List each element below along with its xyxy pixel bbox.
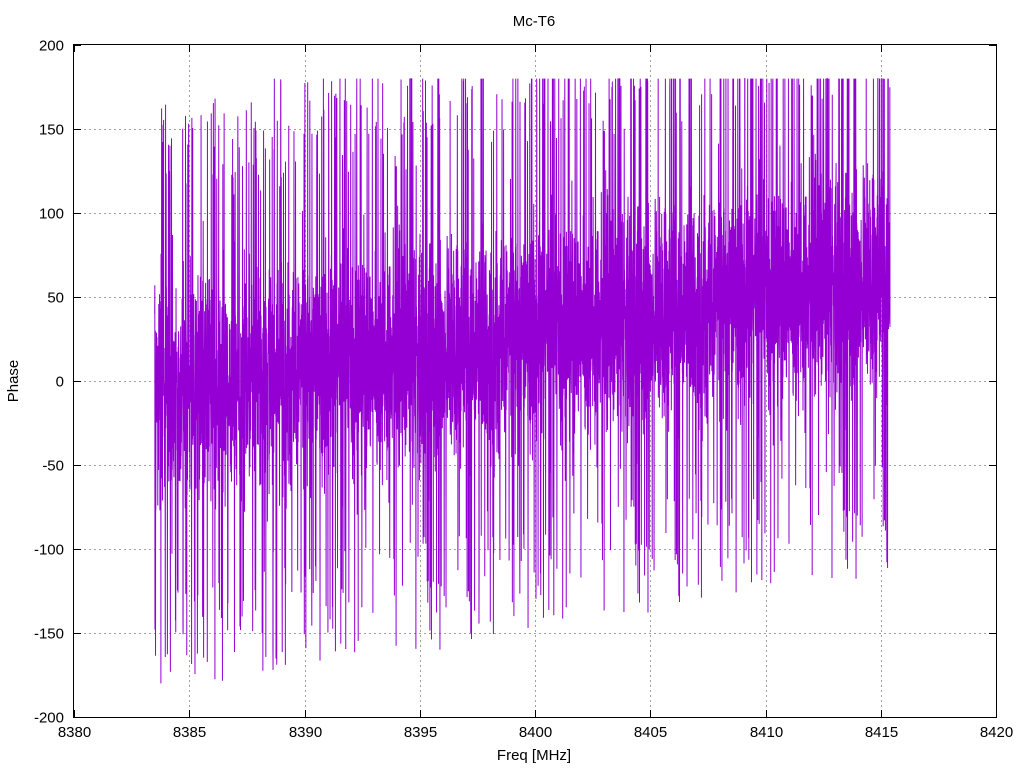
x-tick-label: 8410 bbox=[750, 724, 783, 741]
series-area bbox=[154, 78, 891, 684]
x-axis: 8380 8385 8390 8395 8400 8405 8410 8415 8420 bbox=[58, 45, 1013, 741]
x-axis-label: Freq [MHz] bbox=[497, 747, 571, 764]
y-tick-label: -200 bbox=[34, 710, 64, 727]
x-tick-label: 8385 bbox=[173, 724, 206, 741]
plot-frame bbox=[73, 44, 997, 718]
y-tick-label: -100 bbox=[34, 542, 64, 559]
x-tick-label: 8420 bbox=[980, 724, 1013, 741]
x-tick-label: 8395 bbox=[404, 724, 437, 741]
x-tick-label: 8405 bbox=[634, 724, 667, 741]
y-axis: -200 -150 -100 -50 0 50 100 150 200 bbox=[34, 38, 996, 727]
y-tick-label: 150 bbox=[39, 122, 64, 139]
y-axis-label: Phase bbox=[5, 360, 22, 403]
y-tick-label: 50 bbox=[47, 290, 64, 307]
y-tick-label: 200 bbox=[39, 38, 64, 55]
y-tick-label: -50 bbox=[42, 458, 64, 475]
y-tick-label: 0 bbox=[56, 374, 64, 391]
y-tick-label: 100 bbox=[39, 206, 64, 223]
phase-series-line bbox=[154, 78, 891, 684]
x-tick-label: 8380 bbox=[58, 724, 91, 741]
x-tick-label: 8390 bbox=[289, 724, 322, 741]
chart-title: Mc-T6 bbox=[513, 13, 556, 30]
y-tick-label: -150 bbox=[34, 626, 64, 643]
x-tick-label: 8400 bbox=[519, 724, 552, 741]
x-tick-label: 8415 bbox=[865, 724, 898, 741]
